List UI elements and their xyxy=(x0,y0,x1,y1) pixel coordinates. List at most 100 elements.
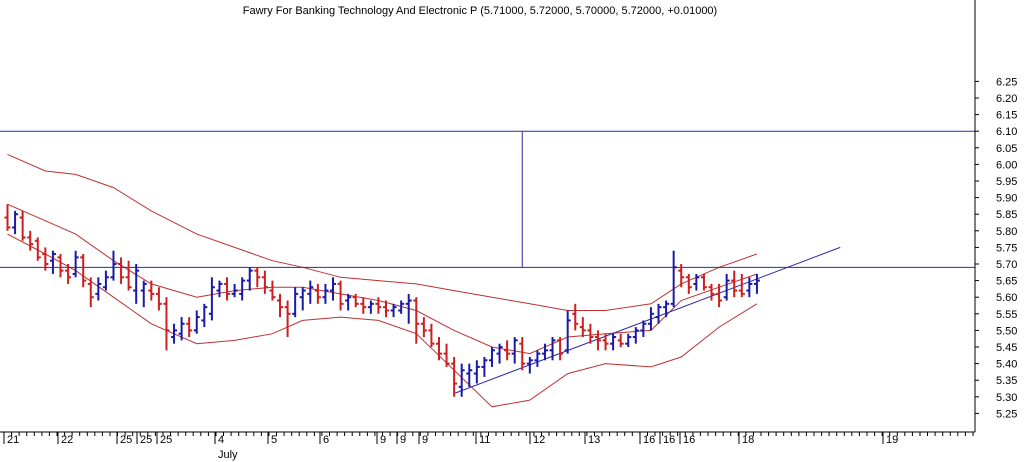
ohlc-bar xyxy=(647,307,654,331)
y-tick-label: 6.20 xyxy=(996,93,1017,105)
ohlc-bar xyxy=(118,257,125,284)
x-tick-label: 4 xyxy=(218,434,224,446)
y-tick-label: 5.75 xyxy=(996,242,1017,254)
y-tick-label: 6.10 xyxy=(996,126,1017,138)
y-tick-label: 5.50 xyxy=(996,325,1017,337)
x-tick-label: 13 xyxy=(588,434,600,446)
ohlc-bar xyxy=(345,293,352,311)
ohlc-bar xyxy=(458,363,465,397)
x-tick-label: 18 xyxy=(742,434,754,446)
y-tick-label: 5.40 xyxy=(996,359,1017,371)
ohlc-bar xyxy=(716,283,723,308)
reference-lines xyxy=(0,130,975,394)
ohlc-bar xyxy=(602,333,609,351)
ohlc-bar xyxy=(594,330,601,351)
ohlc-bar xyxy=(579,317,586,338)
ohlc-bar xyxy=(12,210,19,235)
trendline xyxy=(453,246,841,394)
ohlc-bar xyxy=(292,287,299,318)
ohlc-bar xyxy=(163,297,170,351)
ohlc-bar xyxy=(314,283,321,304)
y-tick-label: 5.65 xyxy=(996,276,1017,288)
ohlc-bar xyxy=(284,300,291,338)
ohlc-bar xyxy=(246,267,253,291)
ohlc-bar xyxy=(693,273,700,291)
x-tick-label: 16 xyxy=(663,434,675,446)
ohlc-bar xyxy=(708,283,715,301)
ohlc-bar xyxy=(481,356,488,377)
ohlc-bar xyxy=(746,277,753,298)
ohlc-bar xyxy=(186,317,193,338)
y-tick-label: 6.00 xyxy=(996,159,1017,171)
ohlc-bar xyxy=(171,323,178,344)
y-tick-label: 5.95 xyxy=(996,176,1017,188)
y-tick-label: 5.25 xyxy=(996,408,1017,420)
ohlc-bar xyxy=(557,337,564,361)
ohlc-bar xyxy=(367,300,374,314)
ohlc-bar xyxy=(155,287,162,311)
ohlc-bar xyxy=(519,337,526,371)
ohlc-bar xyxy=(27,230,34,251)
ohlc-bar xyxy=(269,280,276,301)
ohlc-bar xyxy=(72,250,79,278)
ohlc-bar xyxy=(125,260,132,291)
ohlc-bar xyxy=(617,333,624,347)
ohlc-bar xyxy=(254,267,261,288)
ohlc-bar xyxy=(34,237,41,261)
x-tick-label: 9 xyxy=(400,434,406,446)
ohlc-bar xyxy=(360,297,367,314)
upper-band-line xyxy=(7,153,758,311)
ohlc-bar xyxy=(95,277,102,301)
ohlc-bar xyxy=(133,264,140,304)
ohlc-bar xyxy=(193,310,200,334)
x-tick-label: 9 xyxy=(380,434,386,446)
ohlc-bar xyxy=(49,250,56,274)
ohlc-bar xyxy=(390,303,397,318)
ohlc-bar xyxy=(261,270,268,294)
x-tick-label: 21 xyxy=(7,434,19,446)
ohlc-bar xyxy=(420,317,427,338)
y-tick-label: 5.55 xyxy=(996,309,1017,321)
x-tick-label: 25 xyxy=(160,434,172,446)
y-tick-label: 5.90 xyxy=(996,193,1017,205)
ohlc-bar xyxy=(663,300,670,318)
ohlc-bar xyxy=(700,273,707,291)
ohlc-bar xyxy=(87,277,94,308)
y-tick-label: 5.70 xyxy=(996,259,1017,271)
ohlc-bar xyxy=(587,323,594,344)
ohlc-bar xyxy=(640,320,647,338)
x-axis: 21 22 25 25 25 4 5 6 9 9 9 11 12 13 16 16 16 18 19 xyxy=(3,432,974,446)
x-tick-label: 25 xyxy=(120,434,132,446)
x-tick-label: 16 xyxy=(643,434,655,446)
x-tick-label: 12 xyxy=(533,434,545,446)
x-tick-label: 22 xyxy=(61,434,73,446)
ohlc-bar xyxy=(511,337,518,364)
chart-title: Fawry For Banking Technology And Electro… xyxy=(243,5,717,17)
ohlc-bar xyxy=(655,303,662,324)
ohlc-bar xyxy=(678,264,685,288)
y-tick-label: 5.80 xyxy=(996,226,1017,238)
x-tick-label: 11 xyxy=(479,434,490,446)
y-tick-label: 5.60 xyxy=(996,292,1017,304)
ohlc-bar xyxy=(277,293,284,318)
ohlc-bar xyxy=(504,340,511,361)
lower-band-line xyxy=(7,233,758,408)
x-tick-label: 5 xyxy=(271,434,277,446)
x-tick-label: 16 xyxy=(683,434,695,446)
ohlc-bar xyxy=(738,273,745,298)
ohlc-bar xyxy=(42,247,49,271)
ohlc-bar xyxy=(4,204,11,231)
ohlc-bar xyxy=(322,283,329,304)
y-tick-label: 6.25 xyxy=(996,76,1017,88)
x-tick-label: 6 xyxy=(323,434,329,446)
ohlc-bar xyxy=(549,337,556,361)
ohlc-bar xyxy=(731,270,738,298)
ohlc-bar xyxy=(231,283,238,298)
ohlc-bar xyxy=(723,273,730,301)
ohlc-bar xyxy=(526,356,533,374)
ohlc-bar xyxy=(670,250,677,308)
ohlc-bar xyxy=(405,293,412,324)
ohlc-bar xyxy=(413,297,420,344)
